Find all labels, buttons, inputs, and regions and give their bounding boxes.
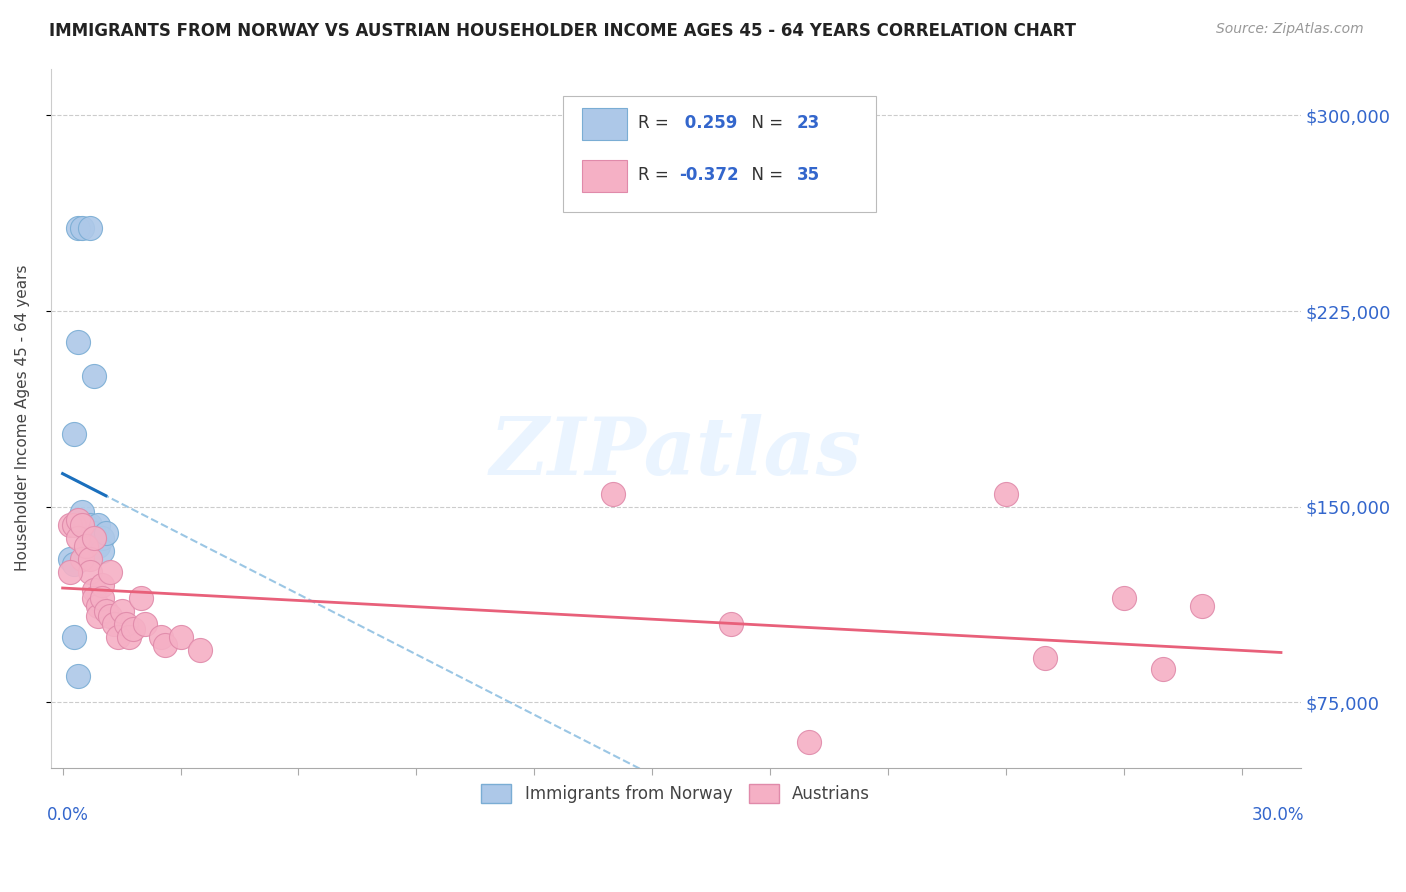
Text: Source: ZipAtlas.com: Source: ZipAtlas.com [1216, 22, 1364, 37]
Point [103, 617, 125, 632]
Text: ZIPatlas: ZIPatlas [489, 414, 862, 491]
Text: -0.372: -0.372 [679, 167, 740, 185]
Point [75, 539, 97, 553]
Point [79, 220, 101, 235]
Point [63, 426, 86, 441]
Point [1112, 591, 1135, 606]
Point [94, 604, 117, 618]
Point [1152, 662, 1174, 676]
Point [79, 552, 101, 566]
Text: 0.259: 0.259 [679, 114, 738, 132]
Point [87, 599, 110, 613]
Point [98, 565, 121, 579]
Point [1191, 599, 1213, 613]
Point [110, 604, 132, 618]
Point [67, 669, 90, 683]
Text: 0.0%: 0.0% [46, 806, 89, 824]
Point [67, 335, 90, 350]
Text: 30.0%: 30.0% [1251, 806, 1305, 824]
Point [107, 630, 129, 644]
Point [122, 623, 145, 637]
FancyBboxPatch shape [564, 96, 876, 212]
Point [83, 369, 105, 384]
Point [67, 513, 90, 527]
Point [602, 487, 624, 501]
FancyBboxPatch shape [582, 160, 627, 193]
Point [169, 630, 191, 644]
Point [79, 565, 101, 579]
Point [79, 518, 101, 533]
Point [72, 220, 94, 235]
Point [799, 734, 821, 748]
Point [188, 643, 211, 657]
FancyBboxPatch shape [582, 108, 627, 140]
Point [94, 525, 117, 540]
Point [59, 552, 82, 566]
Point [153, 638, 176, 652]
Point [87, 518, 110, 533]
Point [129, 591, 152, 606]
Point [67, 513, 90, 527]
Text: R =: R = [638, 167, 675, 185]
Point [87, 609, 110, 624]
Point [1033, 651, 1056, 665]
Y-axis label: Householder Income Ages 45 - 64 years: Householder Income Ages 45 - 64 years [15, 265, 30, 572]
Point [67, 220, 90, 235]
Point [90, 544, 112, 558]
Point [72, 518, 94, 533]
Text: 23: 23 [797, 114, 820, 132]
Text: 35: 35 [797, 167, 820, 185]
Point [87, 539, 110, 553]
Point [90, 591, 112, 606]
Text: IMMIGRANTS FROM NORWAY VS AUSTRIAN HOUSEHOLDER INCOME AGES 45 - 64 YEARS CORRELA: IMMIGRANTS FROM NORWAY VS AUSTRIAN HOUSE… [49, 22, 1076, 40]
Point [67, 531, 90, 545]
Point [72, 505, 94, 519]
Point [877, 795, 900, 809]
Point [149, 630, 172, 644]
Point [63, 518, 86, 533]
Point [63, 518, 86, 533]
Point [63, 630, 86, 644]
Text: R =: R = [638, 114, 675, 132]
Text: N =: N = [741, 167, 789, 185]
Point [118, 630, 141, 644]
Point [90, 578, 112, 592]
Text: N =: N = [741, 114, 789, 132]
Point [90, 531, 112, 545]
Point [114, 617, 136, 632]
Point [72, 518, 94, 533]
Point [83, 591, 105, 606]
Point [98, 609, 121, 624]
Point [59, 518, 82, 533]
Point [79, 531, 101, 545]
Point [75, 518, 97, 533]
Point [994, 487, 1017, 501]
Point [63, 558, 86, 572]
Point [134, 617, 156, 632]
Point [83, 531, 105, 545]
Point [59, 565, 82, 579]
Point [72, 552, 94, 566]
Point [720, 617, 742, 632]
Legend: Immigrants from Norway, Austrians: Immigrants from Norway, Austrians [472, 776, 879, 812]
Point [83, 583, 105, 598]
Point [83, 525, 105, 540]
